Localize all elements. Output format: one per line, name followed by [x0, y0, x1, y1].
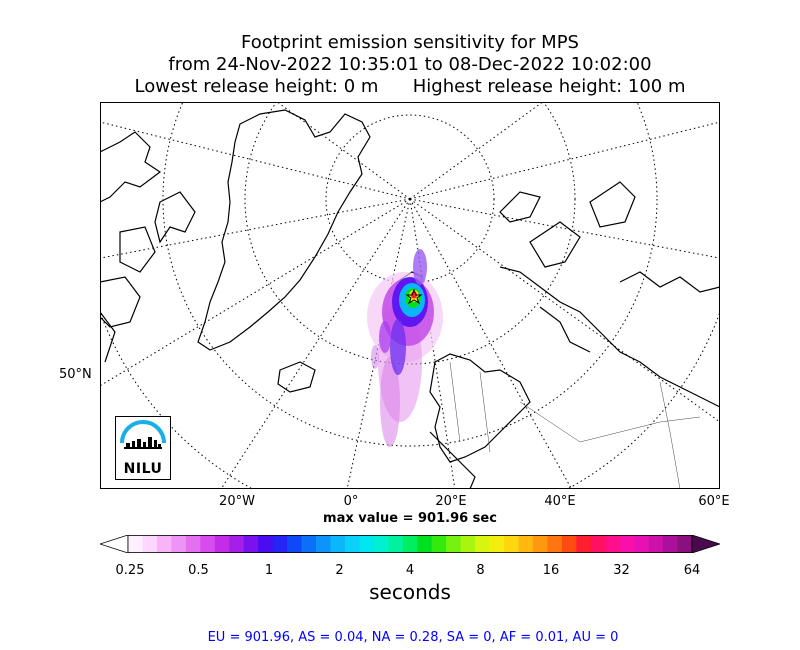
colorbar-tick-label: 1 [264, 563, 274, 578]
colorbar-segment [258, 535, 274, 553]
footprint-plume [367, 249, 443, 447]
chart-title: Footprint emission sensitivity for MPS [241, 32, 579, 53]
colorbar-segment [214, 535, 230, 553]
colorbar-segment [128, 535, 143, 553]
colorbar-tick-label: 2 [335, 563, 344, 578]
nilu-logo: NILU [115, 416, 171, 480]
colorbar-segment [561, 535, 577, 553]
colorbar-segment [330, 535, 346, 553]
colorbar-tick-label: 32 [613, 563, 630, 578]
colorbar-segment [417, 535, 433, 553]
colorbar-tick-label: 4 [405, 563, 415, 578]
colorbar-segment [200, 535, 216, 553]
colorbar-segment [229, 535, 245, 553]
lon-label-20w: 20°W [219, 494, 255, 509]
colorbar-segment [504, 535, 519, 553]
colorbar-segment [142, 535, 158, 553]
colorbar-segment [460, 535, 476, 553]
colorbar-segment [287, 535, 303, 553]
colorbar-units: seconds [369, 580, 451, 604]
colorbar-segment [156, 535, 172, 553]
chart-subtitle-period: from 24-Nov-2022 10:35:01 to 08-Dec-2022… [168, 54, 652, 75]
colorbar-segment [547, 535, 563, 553]
colorbar-tick-label: 16 [542, 563, 560, 578]
footprint-map [100, 102, 720, 489]
colorbar-segment [475, 535, 491, 553]
colorbar-segment [171, 535, 187, 553]
colorbar-segment [532, 535, 548, 553]
station-marker [405, 288, 423, 305]
colorbar-segment [648, 535, 664, 553]
colorbar [100, 535, 720, 553]
colorbar-segment [272, 535, 288, 553]
colorbar-extend-high [691, 535, 720, 553]
colorbar-extend-low [100, 535, 129, 553]
north-pole-marker [408, 197, 412, 201]
lon-label-40e: 40°E [544, 494, 576, 509]
nilu-logo-mark [120, 420, 166, 449]
lon-label-0: 0° [343, 494, 359, 509]
colorbar-segment [605, 535, 621, 553]
lon-label-60e: 60°E [698, 494, 730, 509]
colorbar-segment [388, 535, 404, 553]
colorbar-segment [373, 535, 389, 553]
colorbar-tick-label: 8 [476, 563, 485, 578]
colorbar-segment [518, 535, 534, 553]
colorbar-segment [344, 535, 360, 553]
coastlines [100, 109, 720, 489]
lon-label-20e: 20°E [435, 494, 467, 509]
meridians [100, 102, 720, 489]
colorbar-tick-label: 0.25 [115, 563, 145, 578]
colorbar-segment [359, 535, 375, 553]
colorbar-tick-label: 0.5 [188, 563, 209, 578]
colorbar-segment [663, 535, 679, 553]
colorbar-segment [316, 535, 331, 553]
region-stats: EU = 901.96, AS = 0.04, NA = 0.28, SA = … [207, 630, 619, 645]
colorbar-segment [590, 535, 606, 553]
colorbar-segment [619, 535, 635, 553]
colorbar-segment [489, 535, 505, 553]
colorbar-segment [301, 535, 317, 553]
lat-label-50n: 50°N [59, 367, 92, 382]
borders [449, 361, 701, 489]
chart-subtitle-heights: Lowest release height: 0 m Highest relea… [134, 76, 686, 97]
colorbar-segment [634, 535, 650, 553]
colorbar-segment [677, 535, 693, 553]
nilu-logo-text: NILU [123, 461, 163, 477]
colorbar-tick-label: 64 [683, 563, 701, 578]
colorbar-segment [431, 535, 447, 553]
colorbar-segment [402, 535, 418, 553]
colorbar-segment [243, 535, 259, 553]
colorbar-segment [446, 535, 462, 553]
colorbar-segment [185, 535, 201, 553]
max-value-label: max value = 901.96 sec [323, 511, 497, 526]
colorbar-segment [576, 535, 592, 553]
colorbar-border [127, 535, 693, 553]
